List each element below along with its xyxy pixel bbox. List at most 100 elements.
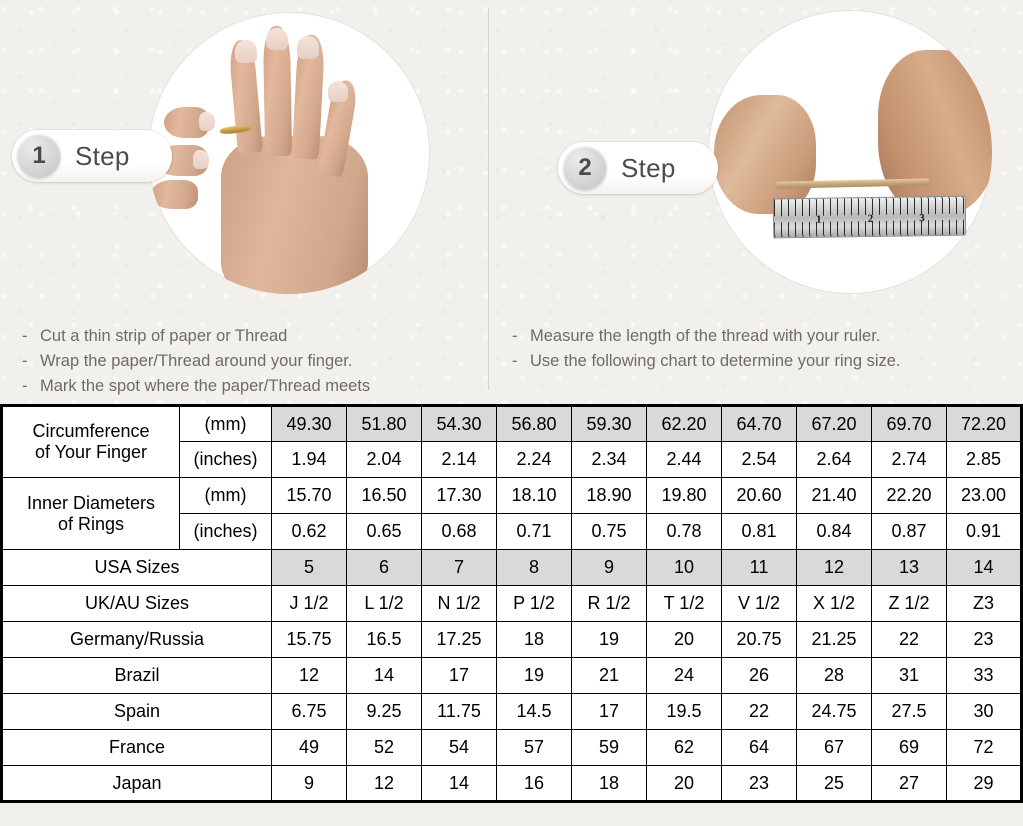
table-cell: 14 <box>421 765 497 802</box>
table-cell: 19.80 <box>646 477 722 514</box>
table-cell: 13 <box>871 549 947 586</box>
table-cell: 8 <box>496 549 572 586</box>
row-unit: (inches) <box>179 441 272 478</box>
step-1-badge: 1 Step <box>12 130 172 182</box>
table-cell: 11.75 <box>421 693 497 730</box>
table-cell: 27.5 <box>871 693 947 730</box>
instruction-line: - Wrap the paper/Thread around your finge… <box>22 349 472 374</box>
table-cell: 62.20 <box>646 405 722 442</box>
instruction-line: - Mark the spot where the paper/Thread me… <box>22 374 472 399</box>
table-cell: T 1/2 <box>646 585 722 622</box>
table-cell: X 1/2 <box>796 585 872 622</box>
table-cell: 64 <box>721 729 797 766</box>
table-cell: 54 <box>421 729 497 766</box>
row-label: Circumference of Your Finger <box>1 405 180 478</box>
table-row: Spain 6.75 9.25 11.75 14.5 17 19.5 22 24.75 27.5 3… <box>1 693 1022 730</box>
table-cell: P 1/2 <box>496 585 572 622</box>
table-cell: 2.34 <box>571 441 647 478</box>
instruction-line: - Cut a thin strip of paper or Thread <box>22 324 472 349</box>
table-cell: 16 <box>496 765 572 802</box>
table-cell: 21 <box>571 657 647 694</box>
right-hand <box>878 49 992 215</box>
table-cell: 0.78 <box>646 513 722 550</box>
other-hand-fingers <box>150 102 224 220</box>
left-hand <box>713 95 816 215</box>
table-cell: 30 <box>946 693 1022 730</box>
table-cell: 51.80 <box>346 405 422 442</box>
table-cell: 2.04 <box>346 441 422 478</box>
ruler-mark: 3 <box>919 212 926 225</box>
table-cell: 0.87 <box>871 513 947 550</box>
table-cell: 33 <box>946 657 1022 694</box>
table-cell: 23.00 <box>946 477 1022 514</box>
table-cell: 27 <box>871 765 947 802</box>
table-cell: 12 <box>346 765 422 802</box>
row-unit: (mm) <box>179 405 272 442</box>
table-cell: V 1/2 <box>721 585 797 622</box>
table-row: (inches) 1.94 2.04 2.14 2.24 2.34 2.44 2.54 2.64… <box>2 441 1022 478</box>
table-cell: 2.24 <box>496 441 572 478</box>
table-cell: 18.10 <box>496 477 572 514</box>
table-cell: 0.91 <box>946 513 1022 550</box>
table-cell: 0.81 <box>721 513 797 550</box>
thumb-bottom <box>150 180 198 209</box>
table-cell: 0.68 <box>421 513 497 550</box>
table-cell: 22 <box>871 621 947 658</box>
bullet-dash: - <box>22 377 28 395</box>
bullet-dash: - <box>512 327 518 345</box>
table-cell: 23 <box>946 621 1022 658</box>
table-body: Circumference of Your Finger (mm) 49.30 51.8… <box>1 405 1022 802</box>
bullet-dash: - <box>22 327 28 345</box>
nail-other-1 <box>199 111 216 131</box>
ruler-mark: 2 <box>867 213 874 226</box>
table-row: Japan 9 12 14 16 18 20 23 25 27 29 <box>1 765 1022 802</box>
table-row: Germany/Russia 15.75 16.5 17.25 18 19 20 20.75 2… <box>1 621 1022 658</box>
table-cell: 57 <box>496 729 572 766</box>
step-2-instructions: - Measure the length of the thread with y… <box>512 324 1012 374</box>
table-cell: 59.30 <box>571 405 647 442</box>
palm-shape <box>221 136 368 294</box>
table-row: Inner Diameters of Rings (mm) 15.70 16.50 17.… <box>1 477 1022 550</box>
table-cell: 14 <box>946 549 1022 586</box>
table-cell: 19 <box>571 621 647 658</box>
table-cell: 19 <box>496 657 572 694</box>
panel-divider <box>488 8 489 390</box>
table-row: Brazil 12 14 17 19 21 24 26 28 31 33 <box>1 657 1022 694</box>
row-label: France <box>1 729 272 766</box>
step-1-photo <box>148 12 430 294</box>
table-cell: 49 <box>271 729 347 766</box>
table-row: Circumference of Your Finger (mm) 49.30 51.8… <box>1 405 1022 478</box>
step-2-badge: 2 Step <box>558 142 718 194</box>
row-unit: (inches) <box>179 513 272 550</box>
ring-size-table-container: Circumference of Your Finger (mm) 49.30 51.8… <box>0 404 1023 803</box>
instruction-text: Wrap the paper/Thread around your finger… <box>40 352 353 370</box>
table-cell: 2.44 <box>646 441 722 478</box>
table-cell: 17.25 <box>421 621 497 658</box>
table-cell: 20.75 <box>721 621 797 658</box>
table-cell: 2.14 <box>421 441 497 478</box>
table-cell: 0.84 <box>796 513 872 550</box>
row-label: Inner Diameters of Rings <box>1 477 180 550</box>
table-cell: 26 <box>721 657 797 694</box>
bullet-dash: - <box>22 352 28 370</box>
table-cell: 9 <box>271 765 347 802</box>
table-row: (inches) 0.62 0.65 0.68 0.71 0.75 0.78 0.81 0.84… <box>2 513 1022 550</box>
row-label: Germany/Russia <box>1 621 272 658</box>
nail-other-2 <box>193 149 210 169</box>
table-cell: 20.60 <box>721 477 797 514</box>
hands-ruler-illustration: 1 2 3 <box>708 10 992 294</box>
table-cell: 21.40 <box>796 477 872 514</box>
table-cell: 14.5 <box>496 693 572 730</box>
table-cell: 0.62 <box>271 513 347 550</box>
table-row: France 49 52 54 57 59 62 64 67 69 72 <box>1 729 1022 766</box>
table-cell: 56.80 <box>496 405 572 442</box>
table-cell: 11 <box>721 549 797 586</box>
table-cell: 12 <box>796 549 872 586</box>
bullet-dash: - <box>512 352 518 370</box>
table-cell: 2.64 <box>796 441 872 478</box>
instruction-line: - Measure the length of the thread with y… <box>512 324 1012 349</box>
table-cell: 54.30 <box>421 405 497 442</box>
table-cell: 10 <box>646 549 722 586</box>
hand-illustration <box>148 12 430 294</box>
